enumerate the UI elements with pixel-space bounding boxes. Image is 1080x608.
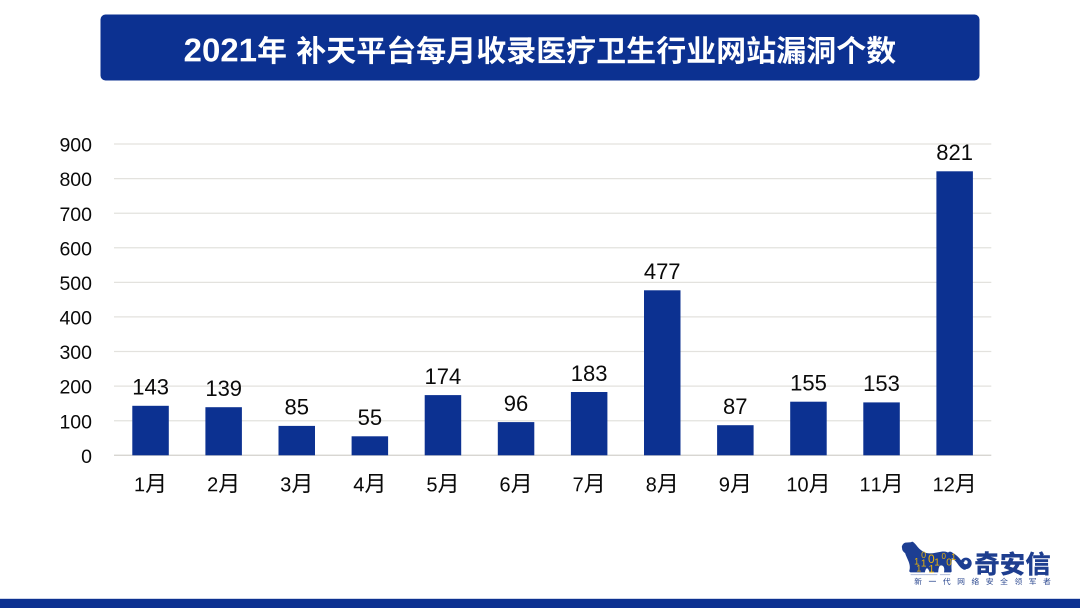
svg-text:300: 300 bbox=[59, 342, 92, 364]
svg-text:174: 174 bbox=[425, 364, 462, 389]
svg-text:1: 1 bbox=[916, 564, 921, 574]
svg-text:200: 200 bbox=[59, 377, 92, 399]
svg-text:0: 0 bbox=[921, 550, 926, 560]
svg-text:900: 900 bbox=[59, 135, 92, 157]
svg-text:800: 800 bbox=[59, 169, 92, 191]
svg-text:183: 183 bbox=[571, 361, 608, 386]
svg-text:1: 1 bbox=[921, 559, 927, 570]
svg-text:87: 87 bbox=[723, 394, 747, 419]
svg-text:1: 1 bbox=[934, 558, 940, 569]
svg-text:0: 0 bbox=[81, 446, 92, 468]
svg-text:1: 1 bbox=[914, 557, 919, 567]
svg-text:139: 139 bbox=[205, 376, 242, 401]
svg-text:153: 153 bbox=[863, 371, 900, 396]
svg-text:0: 0 bbox=[928, 552, 935, 566]
svg-text:1: 1 bbox=[951, 552, 956, 562]
svg-text:400: 400 bbox=[59, 308, 92, 330]
svg-text:0: 0 bbox=[941, 552, 946, 561]
svg-text:100: 100 bbox=[59, 411, 92, 433]
svg-text:0: 0 bbox=[946, 558, 952, 569]
svg-text:96: 96 bbox=[504, 391, 528, 416]
svg-text:600: 600 bbox=[59, 238, 92, 260]
svg-text:55: 55 bbox=[358, 405, 382, 430]
svg-text:85: 85 bbox=[285, 395, 309, 420]
svg-text:821: 821 bbox=[936, 140, 973, 165]
svg-text:155: 155 bbox=[790, 371, 827, 396]
svg-text:500: 500 bbox=[59, 273, 92, 295]
svg-text:477: 477 bbox=[644, 259, 681, 284]
svg-text:143: 143 bbox=[132, 375, 169, 400]
svg-text:1: 1 bbox=[928, 564, 934, 576]
svg-text:700: 700 bbox=[59, 204, 92, 226]
